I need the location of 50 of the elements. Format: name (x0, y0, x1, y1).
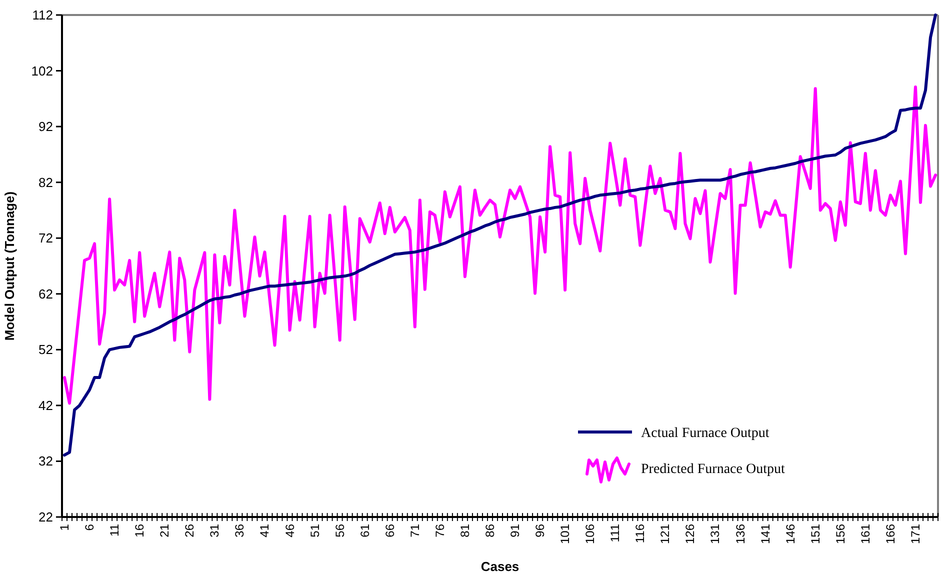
x-tick-label: 76 (432, 524, 447, 538)
x-tick-label: 61 (358, 524, 372, 538)
x-tick-label: 166 (883, 524, 898, 544)
line-series (63, 85, 937, 405)
x-tick-label: 156 (833, 524, 848, 544)
y-tick-label: 32 (38, 454, 53, 469)
x-tick-label: 86 (482, 524, 497, 538)
x-tick-label: 136 (733, 524, 748, 544)
x-tick-label: 161 (858, 524, 872, 544)
x-tick-label: 91 (508, 524, 522, 538)
x-tick-label: 146 (783, 524, 798, 544)
x-tick-label: 36 (232, 524, 247, 538)
legend-label: Actual Furnace Output (641, 426, 770, 441)
x-tick-label: 46 (282, 524, 297, 538)
x-tick-label: 56 (332, 524, 347, 538)
x-tick-label: 11 (108, 524, 122, 536)
y-tick-label: 22 (38, 510, 53, 524)
y-tick-label: 82 (38, 174, 53, 190)
y-tick-label: 52 (38, 342, 53, 358)
y-axis-title: Model Output (Tonnage) (2, 191, 17, 341)
y-tick-label: 42 (38, 398, 53, 413)
x-tick-label: 151 (808, 524, 822, 544)
x-tick-label: 71 (408, 524, 422, 538)
x-tick-label: 126 (683, 524, 698, 544)
legend-label: Predicted Furnace Output (641, 462, 785, 477)
x-tick-label: 106 (583, 524, 598, 544)
x-axis-title: Cases (480, 559, 520, 574)
x-tick-label: 6 (82, 524, 97, 531)
x-tick-label: 66 (382, 524, 397, 538)
x-tick-label: 171 (908, 524, 922, 544)
x-tick-label: 81 (458, 524, 472, 538)
x-tick-label: 96 (533, 524, 548, 538)
x-tick-label: 26 (182, 524, 197, 538)
x-tick-label: 1 (58, 524, 72, 531)
x-tick-label: 16 (132, 524, 147, 538)
x-tick-label: 131 (708, 524, 722, 544)
y-tick-label: 102 (31, 63, 53, 78)
x-tick-label: 21 (158, 524, 172, 538)
x-tick-label: 101 (558, 524, 572, 544)
x-tick-label: 51 (308, 524, 322, 538)
y-tick-label: 72 (38, 230, 53, 246)
x-tick-label: 41 (258, 524, 272, 538)
y-tick-label: 62 (38, 286, 53, 302)
x-tick-label: 116 (633, 524, 648, 544)
x-tick-label: 111 (608, 524, 622, 542)
x-tick-label: 141 (758, 524, 772, 544)
y-tick-label: 92 (38, 119, 53, 134)
x-tick-label: 31 (208, 524, 222, 538)
y-tick-label: 112 (32, 8, 53, 22)
x-tick-label: 121 (658, 524, 672, 544)
